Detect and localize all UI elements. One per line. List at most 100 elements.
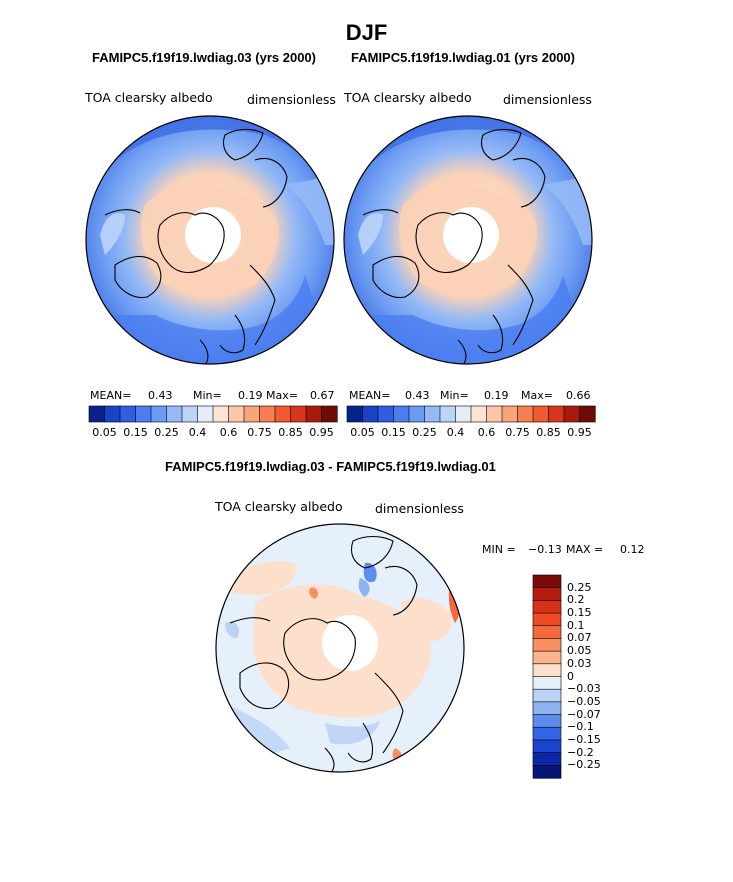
diff-colorbar-tick-label: −0.05 [567, 694, 601, 708]
panel-1-colorbar-swatch [166, 405, 183, 423]
diff-variable-label: TOA clearsky albedo [215, 499, 343, 514]
diff-colorbar-tick-label: −0.2 [567, 745, 594, 759]
panel-2-mean-value: 0.43 [405, 389, 430, 402]
panel-1-colorbar-swatch [228, 405, 245, 423]
panel-1-mean-label: MEAN= [90, 389, 132, 402]
diff-colorbar-swatch [532, 574, 562, 589]
panel-2-colorbar-swatch [563, 405, 581, 423]
panel-2-colorbar-swatch [501, 405, 519, 423]
panel-2-colorbar-swatch [408, 405, 426, 423]
diff-polar-map [215, 523, 465, 773]
diff-colorbar-swatch [532, 714, 562, 728]
panel-1-mean-value: 0.43 [148, 389, 173, 402]
diff-min-label: MIN = [482, 543, 516, 556]
panel-2-colorbar-tick-label: 0.95 [567, 426, 592, 439]
diff-panel-header: FAMIPC5.f19f19.lwdiag.03 - FAMIPC5.f19f1… [165, 459, 496, 474]
diff-colorbar-swatch [532, 600, 562, 614]
diff-colorbar-tick-label: −0.1 [567, 720, 594, 734]
diff-colorbar-swatch [532, 638, 562, 652]
panel-2-colorbar-tick-label: 0.4 [446, 426, 465, 439]
panel-1-colorbar-ticks: 0.05 0.15 0.25 0.4 0.6 0.75 0.85 0.95 [89, 426, 337, 440]
panel-1-colorbar-swatch [274, 405, 292, 423]
panel-1-colorbar-tick-label: 0.15 [123, 426, 148, 439]
panel-1-max-label: Max= [266, 389, 298, 402]
diff-colorbar-tick-label: −0.07 [567, 707, 601, 721]
diff-colorbar-swatch [532, 650, 562, 665]
diff-colorbar-tick-label: −0.25 [567, 758, 601, 772]
panel-2-colorbar-tick-label: 0.15 [381, 426, 406, 439]
panel-2-colorbar [346, 405, 596, 423]
panel-2-colorbar-swatch [548, 405, 565, 423]
panel-2-polar-map [343, 115, 593, 365]
diff-colorbar-swatch [532, 701, 562, 716]
diff-max-label: MAX = [566, 543, 604, 556]
diff-colorbar [532, 574, 562, 779]
panel-1-colorbar-tick-label: 0.05 [92, 426, 117, 439]
diff-colorbar-tick-label: 0.15 [567, 606, 592, 620]
panel-1-colorbar-tick-label: 0.25 [154, 426, 179, 439]
panel-2-colorbar-swatch [532, 405, 550, 423]
diff-colorbar-swatch [532, 587, 562, 601]
panel-2-max-label: Max= [521, 389, 553, 402]
panel-1-colorbar-swatch [119, 405, 137, 423]
panel-1-variable-label: TOA clearsky albedo [85, 90, 213, 105]
panel-2-colorbar-swatch [346, 405, 364, 423]
panel-2-colorbar-ticks: 0.05 0.15 0.25 0.4 0.6 0.75 0.85 0.95 [347, 426, 595, 440]
diff-colorbar-tick-label: 0.05 [567, 644, 592, 658]
panel-1-colorbar-swatch [243, 405, 261, 423]
panel-1-colorbar-tick-label: 0.4 [188, 426, 207, 439]
panel-1-min-value: 0.19 [238, 389, 263, 402]
panel-2-colorbar-swatch [393, 405, 410, 423]
diff-colorbar-swatch [532, 688, 562, 703]
panel-1-header: FAMIPC5.f19f19.lwdiag.03 (yrs 2000) [92, 50, 316, 65]
panel-2-units-label: dimensionless [503, 92, 592, 107]
diff-units-label: dimensionless [375, 501, 464, 516]
panel-1-colorbar-swatch [104, 405, 121, 423]
panel-2-colorbar-tick-label: 0.75 [505, 426, 530, 439]
panel-1-colorbar-swatch [212, 405, 230, 423]
panel-2-colorbar-swatch [517, 405, 534, 423]
figure-title: DJF [345, 20, 388, 45]
panel-1-units-label: dimensionless [247, 92, 336, 107]
diff-colorbar-swatch [532, 752, 562, 766]
panel-2-colorbar-swatch [486, 405, 503, 423]
panel-2-mean-label: MEAN= [349, 389, 391, 402]
diff-colorbar-tick-label: −0.15 [567, 732, 601, 746]
diff-colorbar-swatch [532, 612, 562, 627]
diff-colorbar-tick-label: 0.1 [567, 618, 585, 632]
diff-colorbar-tick-label: 0.2 [567, 593, 585, 607]
panel-1-colorbar-swatch [259, 405, 276, 423]
diff-colorbar-ticks: 0.25 0.2 0.15 0.1 0.07 0.05 0.03 0 −0.03 −0.05 −0.… [567, 575, 627, 778]
diff-colorbar-swatch [532, 625, 562, 640]
panel-2-colorbar-swatch [579, 405, 596, 423]
panel-2-colorbar-tick-label: 0.85 [536, 426, 561, 439]
diff-colorbar-swatch [532, 676, 562, 690]
panel-2-max-value: 0.66 [566, 389, 591, 402]
panel-1-max-value: 0.67 [310, 389, 335, 402]
panel-1-colorbar-tick-label: 0.75 [247, 426, 272, 439]
diff-colorbar-swatch [532, 726, 562, 741]
panel-1-colorbar-swatch [150, 405, 168, 423]
panel-1-colorbar-tick-label: 0.6 [219, 426, 238, 439]
panel-2-min-value: 0.19 [484, 389, 509, 402]
panel-2-colorbar-tick-label: 0.25 [412, 426, 437, 439]
diff-colorbar-tick-label: 0.03 [567, 656, 592, 670]
panel-1-colorbar-swatch [88, 405, 106, 423]
panel-1-min-label: Min= [193, 389, 222, 402]
diff-colorbar-swatch [532, 739, 562, 754]
diff-colorbar-tick-label: −0.03 [567, 682, 601, 696]
panel-2-colorbar-swatch [377, 405, 395, 423]
diff-colorbar-tick-label: 0 [567, 669, 574, 683]
panel-2-colorbar-tick-label: 0.05 [350, 426, 375, 439]
panel-2-colorbar-swatch [455, 405, 472, 423]
panel-1-colorbar-swatch [181, 405, 199, 423]
panel-2-min-label: Min= [440, 389, 469, 402]
panel-1-colorbar-swatch [321, 405, 338, 423]
diff-colorbar-tick-label: 0.07 [567, 631, 592, 645]
diff-max-value: 0.12 [620, 543, 645, 556]
panel-1-colorbar-tick-label: 0.85 [278, 426, 303, 439]
panel-1-colorbar-swatch [197, 405, 214, 423]
diff-min-value: −0.13 [528, 543, 562, 556]
panel-2-colorbar-swatch [470, 405, 488, 423]
panel-2-colorbar-swatch [424, 405, 441, 423]
